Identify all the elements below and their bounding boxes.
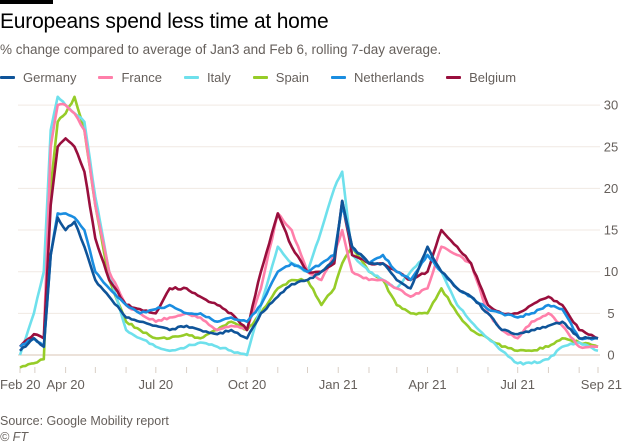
x-tick-label: Sep 21 [581,377,622,392]
x-tick-label: Jan 21 [319,377,358,392]
legend-item-germany: Germany [0,70,76,85]
legend-label: Belgium [469,69,517,85]
legend-label: Netherlands [354,69,425,85]
legend-item-netherlands: Netherlands [331,70,424,85]
legend-label: Italy [206,69,231,85]
series-lines [18,95,599,369]
y-axis-ticks: 0 5 10 15 20 25 30 [604,98,618,363]
y-tick-label: 20 [604,181,618,196]
x-axis: Feb 20 Apr 20 Jul 20 Oct 20 Jan 21 Apr 21 Jul … [0,366,622,392]
x-tick-label: Oct 20 [228,377,266,392]
series-line-france [19,102,598,350]
y-tick-label: 15 [604,223,618,238]
ft-top-bar [0,0,53,4]
series-line-italy [18,95,599,366]
legend-swatch [0,75,15,79]
chart-legend: Germany France Italy Spain Netherlands Belgiu… [0,69,538,85]
y-tick-label: 25 [604,139,618,154]
series-line-germany [19,199,599,352]
legend-label: Spain [275,69,310,85]
y-tick-label: 0 [607,348,614,363]
legend-label: Germany [23,69,77,85]
source-note: Source: Google Mobility report [0,414,169,428]
legend-item-france: France [98,69,162,85]
legend-swatch [183,75,199,79]
legend-item-italy: Italy [183,69,231,85]
y-tick-label: 10 [604,264,618,279]
legend-item-spain: Spain [252,69,310,85]
series-line-netherlands [19,203,598,348]
legend-swatch [331,75,347,79]
x-tick-label: Jul 21 [500,377,535,392]
legend-swatch [98,75,114,79]
copyright-note: © FT [0,430,28,444]
x-tick-label: Apr 20 [46,377,84,392]
line-chart: 0 5 10 15 20 25 30 Feb 20 Apr 20 Jul 20 Oct 20 Jan… [0,95,622,392]
x-tick-label: Apr 21 [408,377,446,392]
series-line-spain [19,95,599,369]
gridlines [18,104,600,356]
legend-item-belgium: Belgium [446,70,516,85]
chart-title: Europeans spend less time at home [0,10,329,33]
x-tick-label: Feb 20 [0,377,40,392]
y-tick-label: 5 [607,306,614,321]
legend-swatch [252,75,268,79]
chart-subtitle: % change compared to average of Jan3 and… [0,42,442,57]
y-tick-label: 30 [604,98,618,113]
legend-label: France [121,69,162,85]
x-tick-label: Jul 20 [138,377,173,392]
legend-swatch [446,75,462,79]
